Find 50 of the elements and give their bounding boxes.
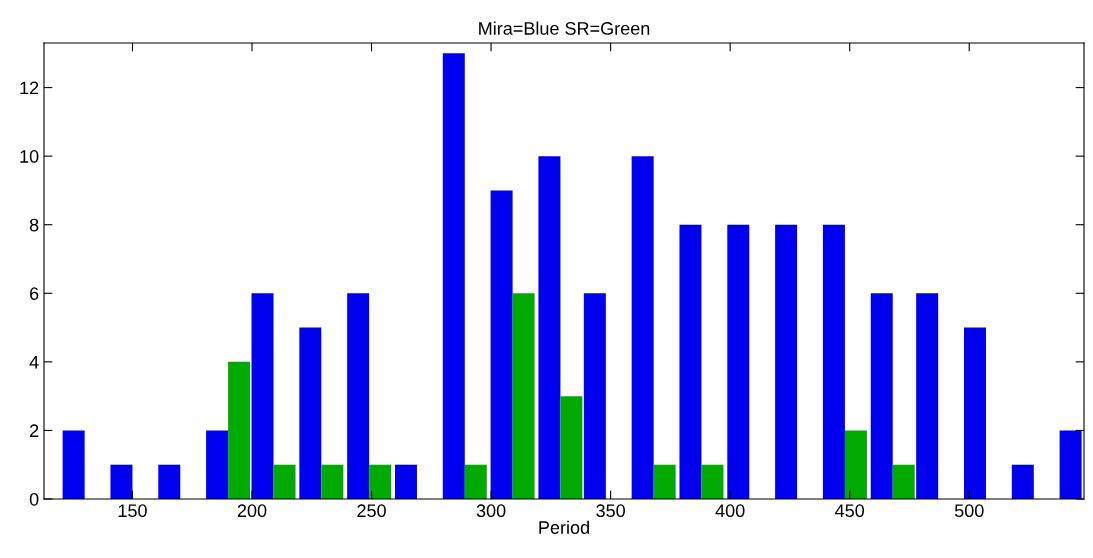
chart-title: Mira=Blue SR=Green <box>479 21 650 35</box>
y-tick-label: 8 <box>29 218 39 232</box>
x-tick-label: 450 <box>835 504 865 518</box>
x-tick-label: 200 <box>237 504 267 518</box>
y-tick-label: 0 <box>29 492 39 506</box>
bar <box>1059 430 1082 499</box>
bar <box>394 464 417 499</box>
bar <box>892 464 915 499</box>
bar <box>347 293 370 499</box>
x-tick-label: 400 <box>715 504 745 518</box>
bar <box>369 464 392 499</box>
bar <box>963 327 986 499</box>
y-tick-label: 2 <box>30 424 39 437</box>
bar <box>206 430 229 499</box>
bar <box>442 53 465 499</box>
bar <box>158 464 181 499</box>
y-tick-label: 6 <box>30 287 39 301</box>
bar <box>273 464 296 499</box>
bar <box>653 464 676 499</box>
x-tick-label: 150 <box>118 504 147 518</box>
bar <box>822 224 845 499</box>
bar <box>560 396 583 499</box>
bar <box>251 293 274 499</box>
bar <box>538 156 561 499</box>
bar <box>679 224 702 499</box>
x-tick-label: 350 <box>596 504 625 518</box>
y-tick-label: 12 <box>20 81 39 95</box>
y-tick-label: 4 <box>29 355 39 369</box>
bar <box>727 224 750 499</box>
x-tick-label: 500 <box>954 504 984 518</box>
x-tick-label: 250 <box>357 504 386 518</box>
bar <box>299 327 322 499</box>
bar <box>1011 464 1034 499</box>
bar <box>62 430 85 499</box>
bar <box>110 464 133 499</box>
bar <box>490 190 513 499</box>
bar <box>228 361 251 499</box>
bar <box>631 156 654 499</box>
bar <box>464 464 487 499</box>
bar <box>701 464 724 499</box>
bar <box>775 224 798 499</box>
bar <box>844 430 867 499</box>
bar <box>916 293 939 499</box>
y-tick-label: 10 <box>20 150 39 163</box>
bar <box>583 293 606 499</box>
bar <box>870 293 893 499</box>
bar <box>512 293 535 499</box>
bar <box>321 464 344 499</box>
x-axis-title: Period <box>539 520 589 534</box>
x-tick-label: 300 <box>476 504 506 518</box>
